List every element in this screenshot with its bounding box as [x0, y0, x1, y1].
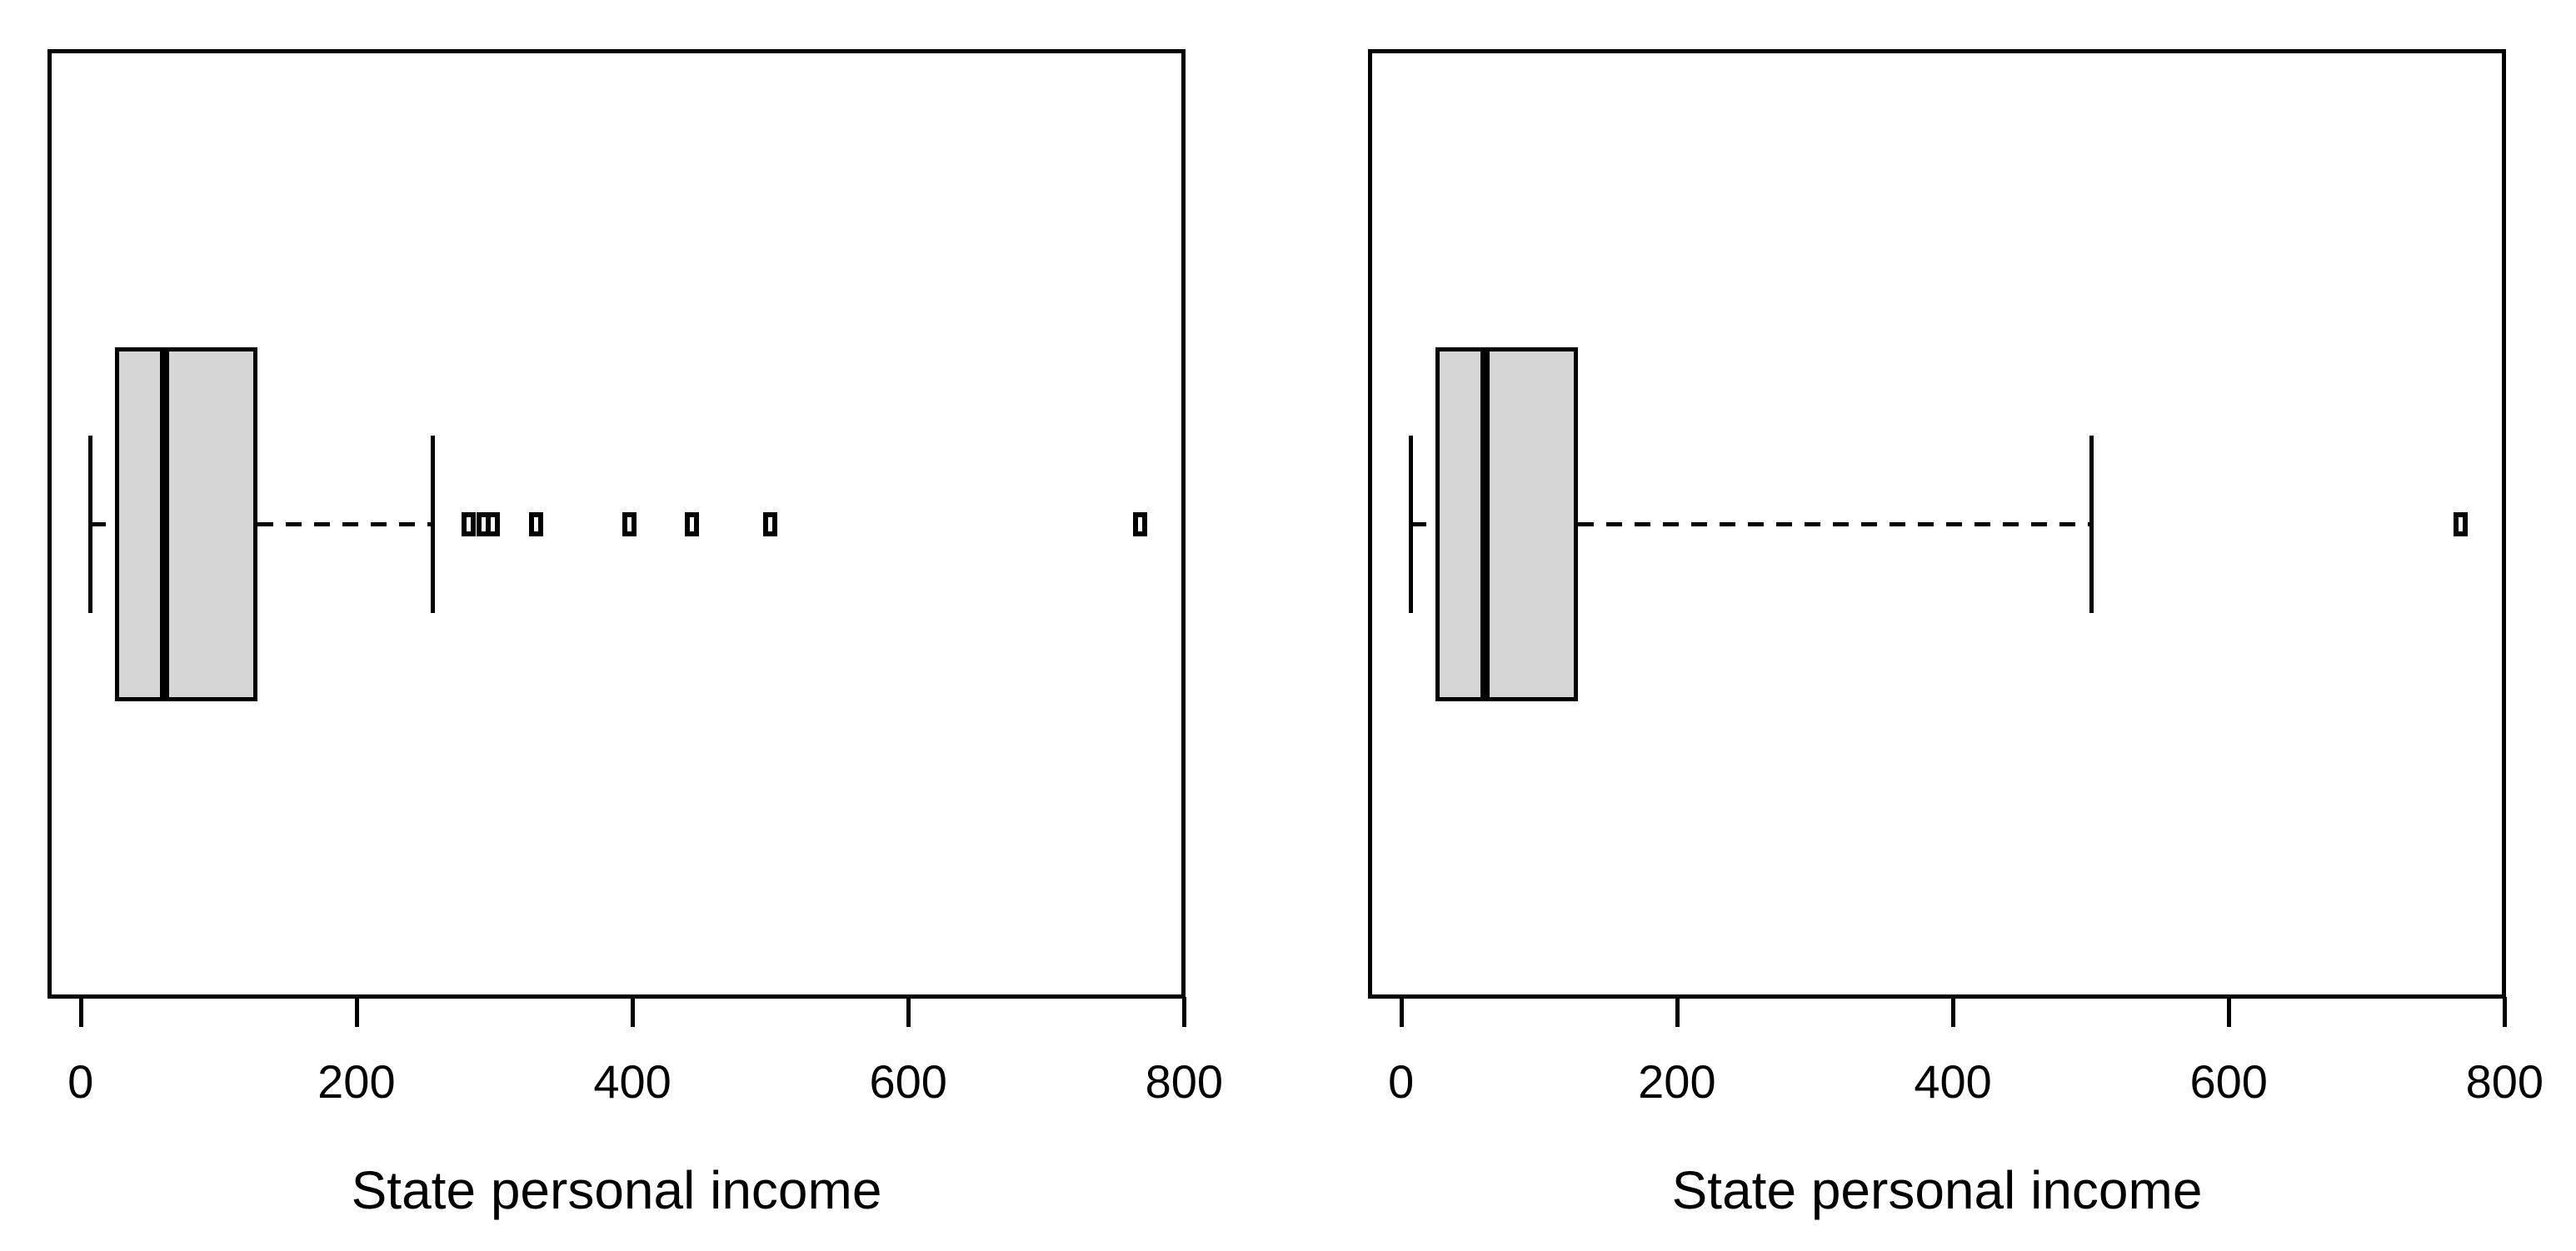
x-axis-tick-label: 400	[593, 1055, 671, 1108]
iqr-box	[115, 347, 257, 701]
lower-whisker-cap	[88, 436, 93, 613]
x-axis-tick	[1182, 997, 1187, 1027]
x-axis-tick	[354, 997, 359, 1027]
x-axis-tick	[906, 997, 911, 1027]
x-axis-tick	[631, 997, 636, 1027]
lower-whisker-line	[90, 521, 116, 526]
outlier-point	[1132, 511, 1147, 536]
x-axis-tick-label: 800	[1145, 1055, 1224, 1108]
upper-whisker-cap	[2089, 436, 2094, 613]
lower-whisker-cap	[1409, 436, 1414, 613]
x-axis-tick-label: 600	[869, 1055, 947, 1108]
outlier-point	[684, 511, 699, 536]
x-axis-tick	[78, 997, 83, 1027]
outlier-point	[763, 511, 778, 536]
outlier-point	[622, 511, 637, 536]
outlier-point	[486, 511, 501, 536]
boxplot-panel-right: State personal income 0 200 400 600 800	[1368, 49, 2544, 1217]
boxplot-panel-left: State personal income 0 200 400 600 800	[47, 49, 1223, 1217]
x-axis-tick-label: 200	[1638, 1055, 1716, 1108]
x-axis-tick-label: 200	[317, 1055, 396, 1108]
x-axis-label: State personal income	[351, 1160, 882, 1220]
plot-frame	[47, 49, 1186, 999]
x-axis-tick-label: 0	[1388, 1055, 1415, 1108]
x-axis-tick-label: 400	[1914, 1055, 1992, 1108]
upper-whisker-line	[1577, 521, 2091, 526]
x-axis-label: State personal income	[1671, 1160, 2203, 1220]
x-axis-tick	[1675, 997, 1680, 1027]
median-line	[160, 347, 170, 701]
x-axis-tick	[1951, 997, 1956, 1027]
x-axis-tick-label: 0	[67, 1055, 94, 1108]
x-axis-tick	[2227, 997, 2232, 1027]
x-axis-tick	[2503, 997, 2508, 1027]
x-axis-tick	[1399, 997, 1404, 1027]
upper-whisker-line	[257, 521, 432, 526]
outlier-point	[2453, 511, 2468, 536]
upper-whisker-cap	[430, 436, 435, 613]
iqr-box	[1435, 347, 1578, 701]
outlier-point	[528, 511, 543, 536]
plot-frame	[1368, 49, 2506, 999]
x-axis-tick-label: 800	[2465, 1055, 2544, 1108]
median-line	[1480, 347, 1490, 701]
outlier-point	[461, 511, 476, 536]
lower-whisker-line	[1410, 521, 1436, 526]
x-axis-tick-label: 600	[2189, 1055, 2268, 1108]
